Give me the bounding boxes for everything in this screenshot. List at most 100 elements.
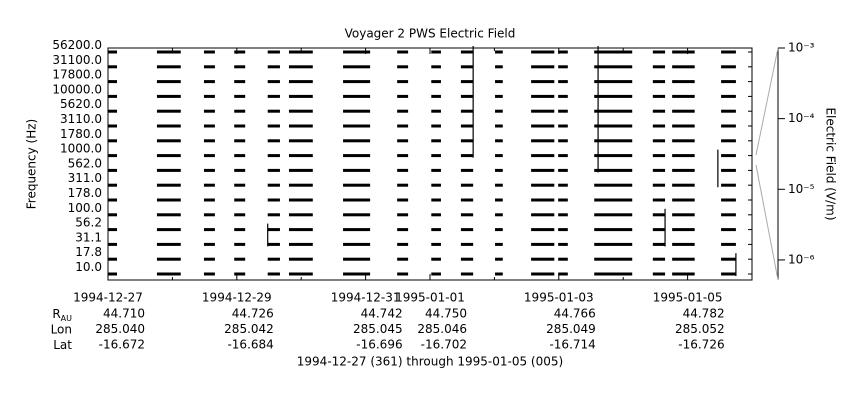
ephemeris-value: 44.742 [361, 307, 403, 321]
data-band [721, 139, 736, 143]
data-band [397, 80, 409, 84]
data-band [397, 65, 409, 69]
data-band [343, 80, 371, 84]
data-band [721, 65, 736, 69]
data-band [203, 213, 215, 217]
data-band [594, 228, 633, 232]
data-band [343, 65, 371, 69]
data-band [460, 198, 474, 202]
y-tick-label: 100.0 [68, 201, 102, 215]
data-band [431, 94, 441, 98]
data-band [721, 272, 736, 276]
data-band [495, 124, 503, 128]
data-band [495, 154, 503, 158]
data-band [156, 109, 181, 113]
data-band [558, 272, 568, 276]
data-band [343, 183, 371, 187]
data-band [234, 154, 246, 158]
x-tick-label: 1994-12-31 [331, 291, 401, 305]
data-band [156, 50, 181, 54]
data-band [108, 65, 118, 69]
data-band [558, 242, 568, 246]
data-band [108, 94, 118, 98]
data-band [721, 80, 736, 84]
data-band [343, 139, 371, 143]
ephemeris-value: 285.049 [546, 322, 596, 336]
data-band [108, 198, 118, 202]
data-band [652, 198, 666, 202]
data-band [203, 198, 215, 202]
data-band [234, 168, 246, 172]
data-band [288, 183, 313, 187]
data-band [460, 228, 474, 232]
data-band [531, 272, 555, 276]
data-band [234, 50, 246, 54]
data-band [431, 109, 441, 113]
y-tick-label: 56.2 [75, 216, 102, 230]
data-band [594, 272, 633, 276]
data-band [343, 124, 371, 128]
data-band [531, 228, 555, 232]
data-band [531, 213, 555, 217]
y-tick-label: 31.1 [75, 230, 102, 244]
data-band [460, 109, 474, 113]
data-band [234, 228, 246, 232]
data-band [495, 94, 503, 98]
y-tick-label: 17.8 [75, 245, 102, 259]
data-band [156, 257, 181, 261]
data-band [267, 183, 280, 187]
data-band [156, 168, 181, 172]
data-band [431, 198, 441, 202]
data-band [267, 168, 280, 172]
data-band [203, 50, 215, 54]
ephemeris-value: 285.052 [675, 322, 725, 336]
data-band [267, 80, 280, 84]
data-band [558, 168, 568, 172]
data-band [267, 272, 280, 276]
data-band [495, 183, 503, 187]
y-tick-label: 178.0 [68, 186, 102, 200]
data-band [267, 65, 280, 69]
data-band [203, 168, 215, 172]
data-band [495, 198, 503, 202]
y-tick-label: 10000.0 [52, 82, 102, 96]
data-band [460, 50, 474, 54]
data-band [721, 50, 736, 54]
data-band [267, 228, 280, 232]
data-band [531, 242, 555, 246]
data-band [108, 228, 118, 232]
data-band [652, 80, 666, 84]
data-band [431, 228, 441, 232]
data-band [558, 198, 568, 202]
data-band [531, 50, 555, 54]
data-band [558, 65, 568, 69]
data-band [288, 198, 313, 202]
data-band [495, 168, 503, 172]
y-tick-label: 56200.0 [52, 38, 102, 52]
data-band [531, 183, 555, 187]
data-band [652, 124, 666, 128]
data-band [531, 80, 555, 84]
ephemeris-label: Lat [53, 338, 72, 352]
data-band [203, 154, 215, 158]
data-band [343, 109, 371, 113]
data-band [397, 228, 409, 232]
data-band [108, 109, 118, 113]
data-band [460, 183, 474, 187]
data-band [672, 213, 695, 217]
data-band [343, 94, 371, 98]
data-band [156, 94, 181, 98]
ephemeris-value: -16.684 [227, 338, 273, 352]
data-band [460, 124, 474, 128]
data-band [495, 257, 503, 261]
data-band [108, 213, 118, 217]
data-band [558, 109, 568, 113]
data-band [156, 213, 181, 217]
ephemeris-label: Lon [51, 322, 72, 336]
data-band [156, 139, 181, 143]
data-band [431, 124, 441, 128]
data-band [108, 80, 118, 84]
data-band [431, 139, 441, 143]
data-band [558, 183, 568, 187]
ephemeris-label-main: R [52, 307, 60, 321]
